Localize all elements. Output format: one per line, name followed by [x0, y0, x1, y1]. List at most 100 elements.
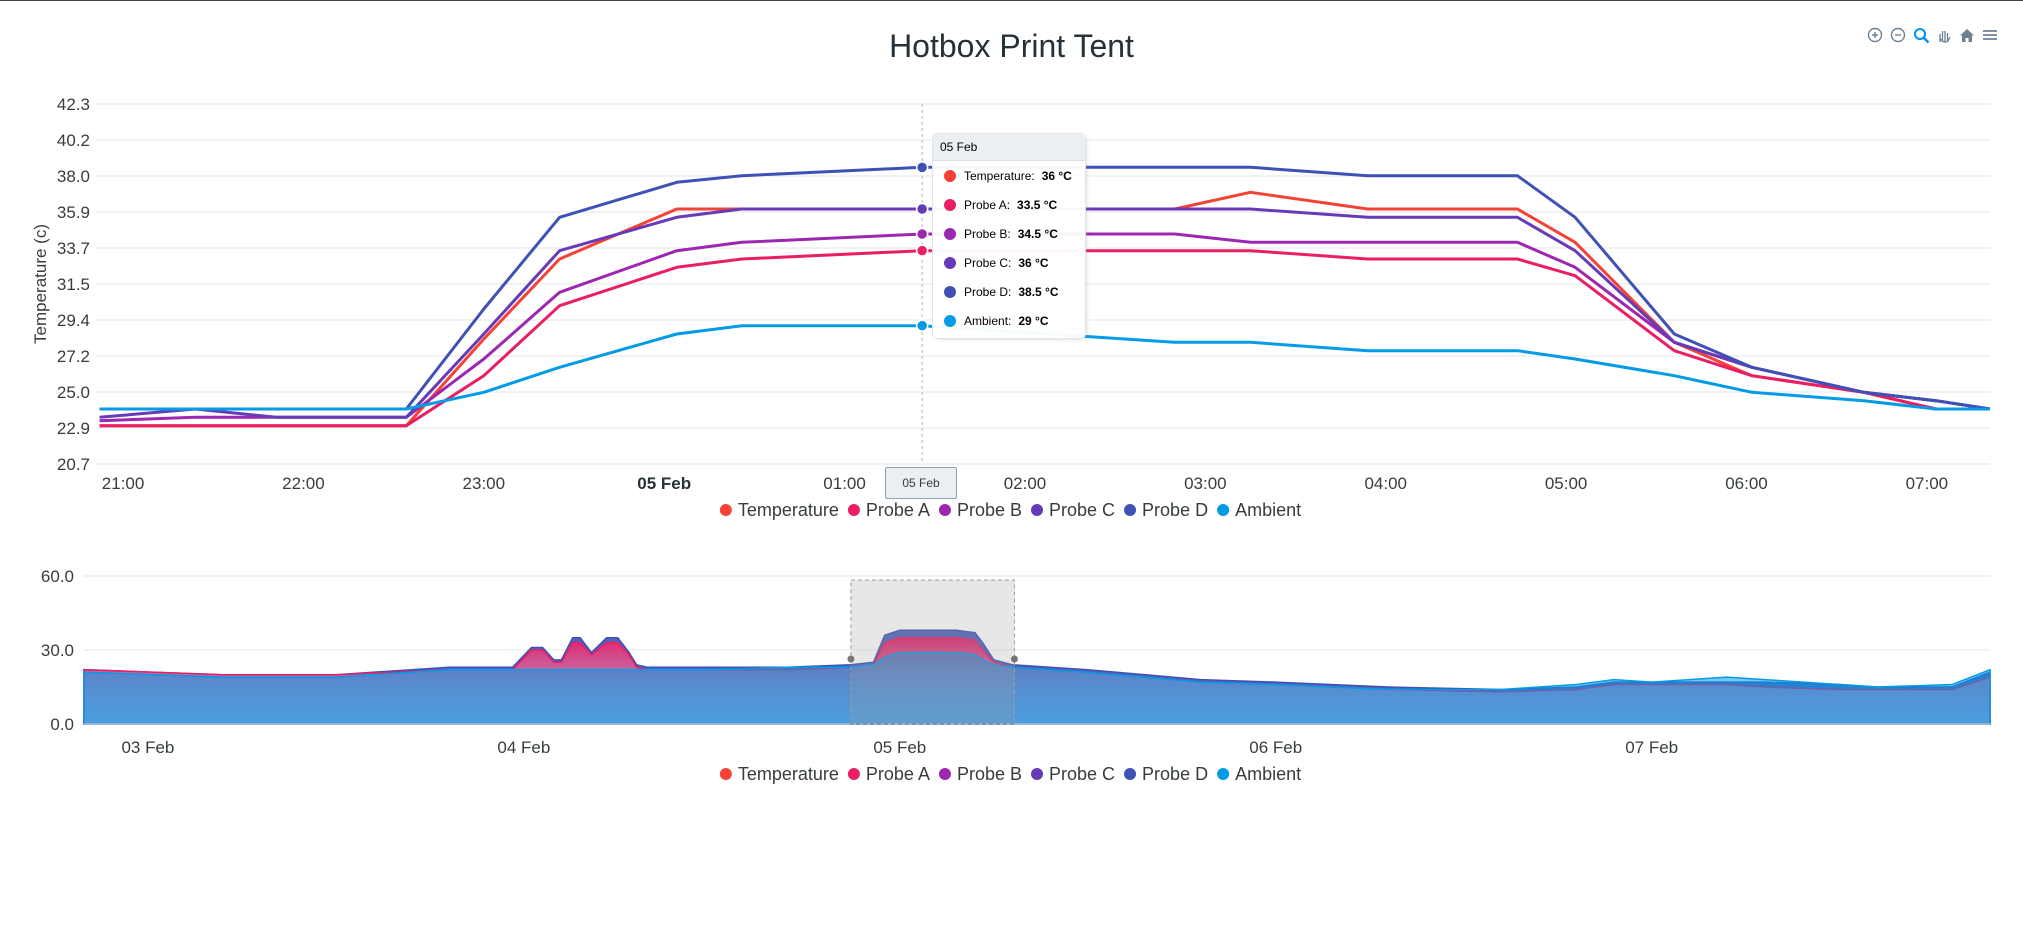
- legend-label-probe-a[interactable]: Probe A: [866, 764, 930, 784]
- brush-handle-right[interactable]: [1010, 655, 1018, 663]
- pan-hand-icon[interactable]: [1935, 26, 1953, 44]
- series-line-ambient[interactable]: [99, 324, 1990, 411]
- x-tick-label: 23:00: [463, 474, 506, 493]
- legend-label-probe-d[interactable]: Probe D: [1142, 500, 1208, 520]
- main-line-chart[interactable]: 42.3 40.2 38.0 35.9 33.7 31.5 29.4 27.2 25.0 22.9…: [0, 0, 2023, 540]
- legend-item-temperature[interactable]: Temperature: [719, 764, 839, 784]
- tooltip-marker: [944, 227, 956, 240]
- tooltip-row-probe-b: Probe B: 34.5 °C: [933, 219, 1085, 248]
- legend-marker-ambient[interactable]: [1217, 504, 1230, 516]
- legend-item-probe-c[interactable]: Probe C: [1031, 500, 1115, 520]
- y-tick-label: 40.2: [57, 131, 90, 150]
- y-tick-label: 22.9: [57, 419, 90, 438]
- tooltip-marker: [944, 169, 956, 182]
- legend-label-ambient[interactable]: Ambient: [1235, 500, 1301, 520]
- legend-marker-probe-a[interactable]: [847, 768, 860, 780]
- marker-ambient[interactable]: [915, 319, 929, 332]
- y-axis-title: Temperature (c): [31, 224, 50, 344]
- nav-areas: [83, 629, 1991, 725]
- tooltip-series-name: Probe A:: [964, 197, 1011, 212]
- y-tick-label: 35.9: [57, 203, 90, 222]
- y-tick-label: 20.7: [57, 455, 90, 474]
- legend-marker-probe-b[interactable]: [938, 504, 951, 516]
- tooltip-series-value: 29 °C: [1018, 313, 1049, 328]
- legend-item-probe-d[interactable]: Probe D: [1124, 764, 1208, 784]
- legend-item-probe-b[interactable]: Probe B: [938, 500, 1022, 520]
- marker-probe-c[interactable]: [915, 202, 929, 216]
- legend-marker-probe-c[interactable]: [1031, 504, 1044, 516]
- legend-item-probe-d[interactable]: Probe D: [1124, 500, 1208, 520]
- marker-probe-d[interactable]: [915, 161, 929, 174]
- reset-home-icon[interactable]: [1958, 26, 1976, 44]
- legend-marker-probe-c[interactable]: [1031, 768, 1044, 780]
- tooltip-marker: [944, 256, 956, 269]
- legend-label-probe-d[interactable]: Probe D: [1142, 764, 1208, 784]
- x-tick-label: 03:00: [1184, 474, 1227, 493]
- legend-marker-temperature[interactable]: [719, 768, 732, 780]
- legend-marker-probe-a[interactable]: [847, 504, 860, 516]
- legend-item-ambient[interactable]: Ambient: [1217, 764, 1301, 784]
- brush-selection[interactable]: [847, 579, 1018, 725]
- x-tick-label: 21:00: [102, 474, 145, 493]
- tooltip-series-name: Probe B:: [964, 226, 1011, 241]
- legend-item-probe-b[interactable]: Probe B: [938, 764, 1022, 784]
- brush-handle-left[interactable]: [847, 655, 855, 663]
- nav-y-tick-label: 0.0: [50, 715, 74, 734]
- legend-label-probe-c[interactable]: Probe C: [1049, 764, 1115, 784]
- y-tick-label: 27.2: [57, 347, 90, 366]
- tooltip-series-value: 36 °C: [1041, 168, 1072, 183]
- x-tick-label: 05:00: [1545, 474, 1588, 493]
- menu-icon[interactable]: [1981, 26, 1999, 44]
- legend-item-probe-a[interactable]: Probe A: [847, 500, 930, 520]
- tooltip-row-probe-a: Probe A: 33.5 °C: [933, 190, 1085, 219]
- x-tick-label: 05 Feb: [637, 474, 691, 493]
- legend-item-probe-a[interactable]: Probe A: [847, 764, 930, 784]
- x-tick-label: 01:00: [823, 474, 866, 493]
- tooltip-series-value: 34.5 °C: [1017, 226, 1058, 241]
- legend-marker-ambient[interactable]: [1217, 768, 1230, 780]
- legend-marker-temperature[interactable]: [719, 504, 732, 516]
- legend-label-probe-a[interactable]: Probe A: [866, 500, 930, 520]
- brush-selection-rect[interactable]: [850, 579, 1015, 725]
- zoom-out-icon[interactable]: [1889, 26, 1907, 44]
- nav-x-tick-label: 04 Feb: [497, 738, 550, 757]
- nav-area-ambient[interactable]: [83, 651, 1991, 725]
- nav-y-tick-label: 30.0: [41, 641, 74, 660]
- tooltip-row-ambient: Ambient: 29 °C: [933, 306, 1085, 335]
- legend-label-temperature[interactable]: Temperature: [738, 500, 839, 520]
- tooltip-marker: [944, 198, 956, 211]
- legend-marker-probe-d[interactable]: [1124, 504, 1137, 516]
- nav-x-axis: 03 Feb 04 Feb 05 Feb 06 Feb 07 Feb: [121, 738, 1678, 757]
- brush-navigator-chart[interactable]: 60.0 30.0 0.0 03 Feb 04 Feb 05 Feb 06 Feb 07 Fe…: [0, 540, 2023, 800]
- marker-probe-a[interactable]: [915, 244, 929, 257]
- legend-marker-probe-b[interactable]: [938, 768, 951, 780]
- legend-label-probe-c[interactable]: Probe C: [1049, 500, 1115, 520]
- y-tick-label: 31.5: [57, 275, 90, 294]
- tooltip-series-name: Probe C:: [964, 255, 1012, 270]
- crosshair-markers: [915, 161, 929, 332]
- legend-label-probe-b[interactable]: Probe B: [957, 500, 1022, 520]
- y-tick-label: 42.3: [57, 95, 90, 114]
- y-tick-label: 25.0: [57, 383, 90, 402]
- x-tick-label: 06:00: [1725, 474, 1768, 493]
- series-line-probe-a[interactable]: [99, 249, 1990, 428]
- legend-label-ambient[interactable]: Ambient: [1235, 764, 1301, 784]
- tooltip-title: 05 Feb: [933, 134, 1085, 161]
- legend-item-temperature[interactable]: Temperature: [719, 500, 839, 520]
- legend: Temperature Probe A Probe B Probe C Probe D A…: [719, 764, 1301, 784]
- selection-zoom-icon[interactable]: [1912, 26, 1930, 44]
- marker-probe-b[interactable]: [915, 227, 929, 241]
- nav-x-tick-label: 07 Feb: [1625, 738, 1678, 757]
- legend-item-probe-c[interactable]: Probe C: [1031, 764, 1115, 784]
- tooltip-rows: Temperature: 36 °C Probe A: 33.5 °C Probe B:…: [933, 161, 1085, 335]
- x-tick-label: 04:00: [1364, 474, 1407, 493]
- tooltip-series-value: 38.5 °C: [1018, 284, 1059, 299]
- nav-x-tick-label: 03 Feb: [121, 738, 174, 757]
- nav-x-tick-label: 06 Feb: [1249, 738, 1302, 757]
- legend-label-probe-b[interactable]: Probe B: [957, 764, 1022, 784]
- y-tick-label: 33.7: [57, 239, 90, 258]
- zoom-in-icon[interactable]: [1866, 26, 1884, 44]
- legend-marker-probe-d[interactable]: [1124, 768, 1137, 780]
- legend-item-ambient[interactable]: Ambient: [1217, 500, 1301, 520]
- legend-label-temperature[interactable]: Temperature: [738, 764, 839, 784]
